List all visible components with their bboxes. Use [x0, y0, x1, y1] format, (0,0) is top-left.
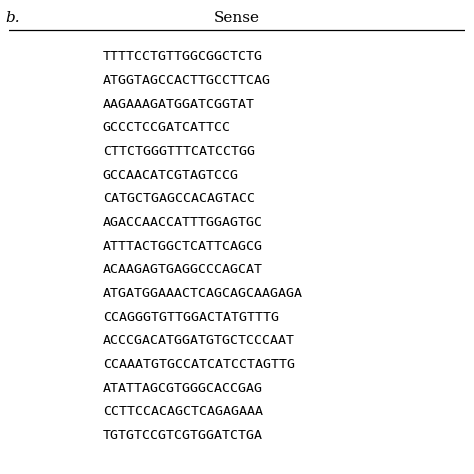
Text: ATTTACTGGCTCATTCAGCG: ATTTACTGGCTCATTCAGCG: [103, 240, 263, 253]
Text: ACCCGACATGGATGTGCTCCCAAT: ACCCGACATGGATGTGCTCCCAAT: [103, 334, 295, 347]
Text: GCCAACATCGTAGTCCG: GCCAACATCGTAGTCCG: [103, 169, 239, 182]
Text: Sense: Sense: [214, 11, 260, 26]
Text: b.: b.: [5, 11, 19, 26]
Text: TGTGTCCGTCGTGGATCTGA: TGTGTCCGTCGTGGATCTGA: [103, 429, 263, 442]
Text: ACAAGAGTGAGGCCCAGCAT: ACAAGAGTGAGGCCCAGCAT: [103, 264, 263, 276]
Text: ATGATGGAAACTCAGCAGCAAGAGA: ATGATGGAAACTCAGCAGCAAGAGA: [103, 287, 303, 300]
Text: GCCCTCCGATCATTCC: GCCCTCCGATCATTCC: [103, 121, 231, 135]
Text: AAGAAAGATGGATCGGTAT: AAGAAAGATGGATCGGTAT: [103, 98, 255, 111]
Text: ATATTAGCGTGGGCACCGAG: ATATTAGCGTGGGCACCGAG: [103, 382, 263, 395]
Text: CATGCTGAGCCACAGTACC: CATGCTGAGCCACAGTACC: [103, 192, 255, 205]
Text: TTTTCCTGTTGGCGGCTCTG: TTTTCCTGTTGGCGGCTCTG: [103, 50, 263, 64]
Text: AGACCAACCATTTGGAGTGC: AGACCAACCATTTGGAGTGC: [103, 216, 263, 229]
Text: CCAAATGTGCCATCATCCTAGTTG: CCAAATGTGCCATCATCCTAGTTG: [103, 358, 295, 371]
Text: CCTTCCACAGCTCAGAGAAA: CCTTCCACAGCTCAGAGAAA: [103, 405, 263, 419]
Text: ATGGTAGCCACTTGCCTTCAG: ATGGTAGCCACTTGCCTTCAG: [103, 74, 271, 87]
Text: CTTCTGGGTTTCATCCTGG: CTTCTGGGTTTCATCCTGG: [103, 145, 255, 158]
Text: CCAGGGTGTTGGACTATGTTTG: CCAGGGTGTTGGACTATGTTTG: [103, 311, 279, 324]
